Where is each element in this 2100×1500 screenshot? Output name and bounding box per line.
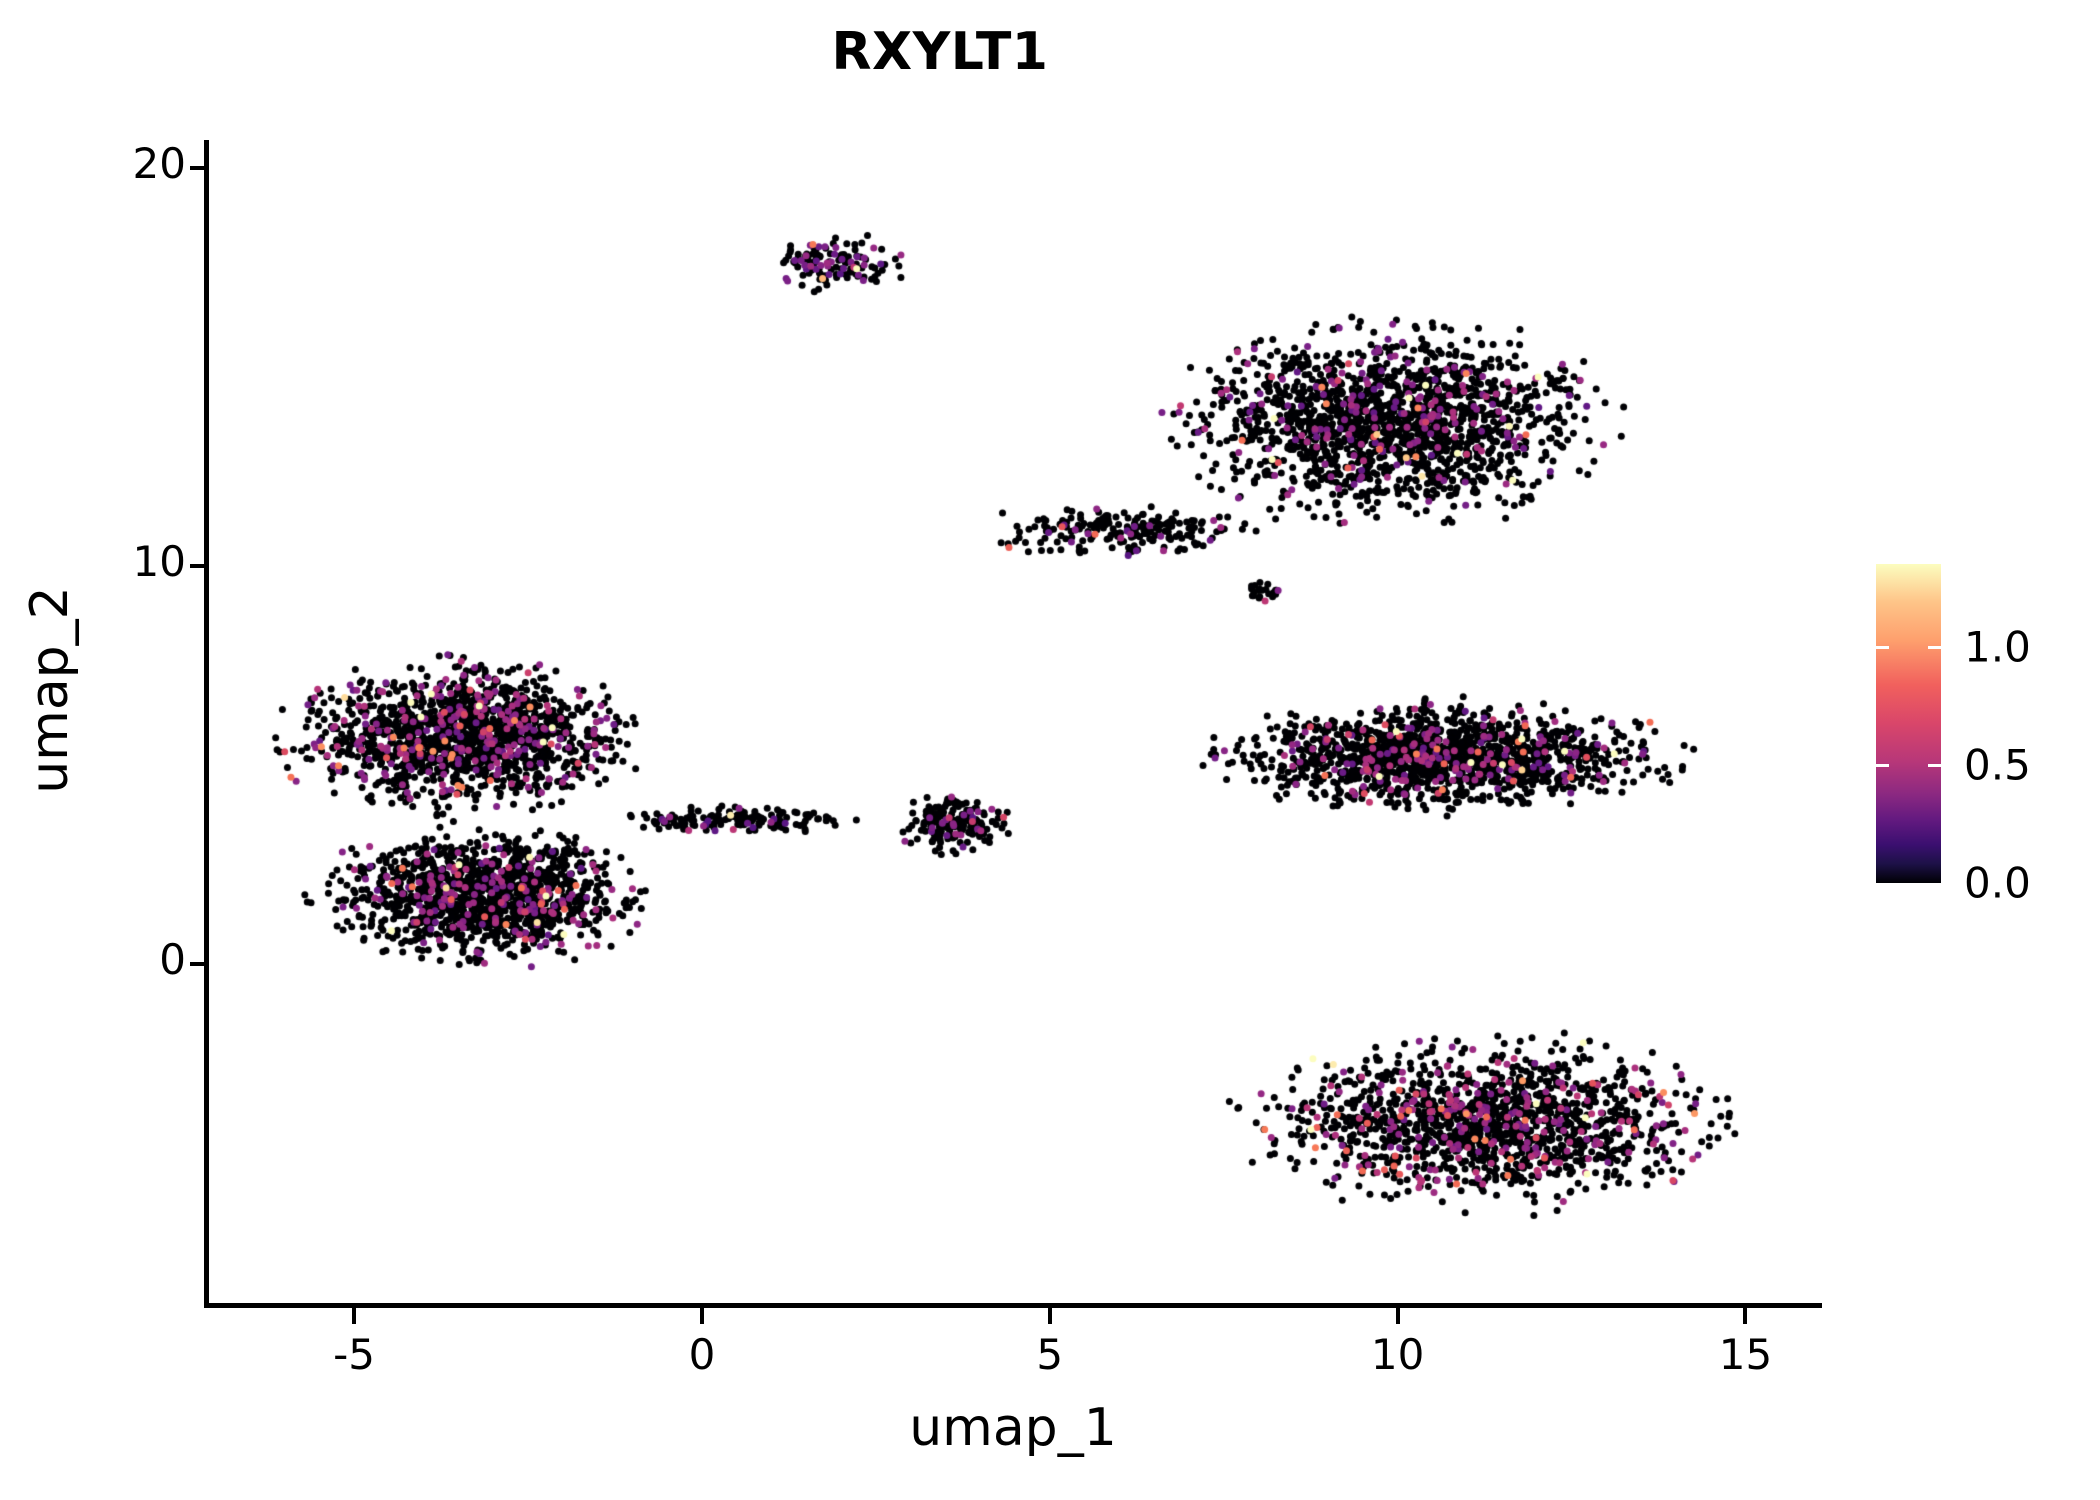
- x-tick-label: 5: [1036, 1330, 1064, 1379]
- colorbar-tick-label: 0.0: [1964, 858, 2031, 908]
- plot-axes-area: [208, 140, 1822, 1306]
- x-tick-mark: [1395, 1308, 1400, 1324]
- x-tick-mark: [352, 1308, 357, 1324]
- y-tick-mark: [190, 165, 206, 170]
- colorbar-gradient: [1876, 564, 1941, 883]
- colorbar: 0.0 0.5 1.0: [1876, 564, 2096, 908]
- y-tick-label: 0: [159, 934, 186, 984]
- x-axis-spine: [204, 1303, 1822, 1308]
- page-title: RXYLT1: [831, 22, 1049, 82]
- x-tick-mark: [699, 1308, 704, 1324]
- y-tick-label: 10: [132, 536, 186, 586]
- x-tick-label: 15: [1718, 1330, 1773, 1379]
- x-tick-mark: [1047, 1308, 1052, 1324]
- y-tick-label: 20: [132, 138, 186, 188]
- x-tick-label: 10: [1370, 1330, 1425, 1379]
- y-axis-label: umap_2: [20, 586, 80, 794]
- colorbar-tick-label: 1.0: [1964, 622, 2031, 672]
- y-axis-spine: [204, 140, 209, 1308]
- colorbar-tick-label: 0.5: [1964, 740, 2031, 790]
- x-tick-mark: [1743, 1308, 1748, 1324]
- y-tick-mark: [190, 961, 206, 966]
- scatter-plot-canvas: [208, 140, 1822, 1306]
- x-tick-label: 0: [688, 1330, 716, 1379]
- x-tick-label: -5: [333, 1330, 376, 1379]
- y-tick-mark: [190, 563, 206, 568]
- x-axis-label: umap_1: [909, 1398, 1117, 1458]
